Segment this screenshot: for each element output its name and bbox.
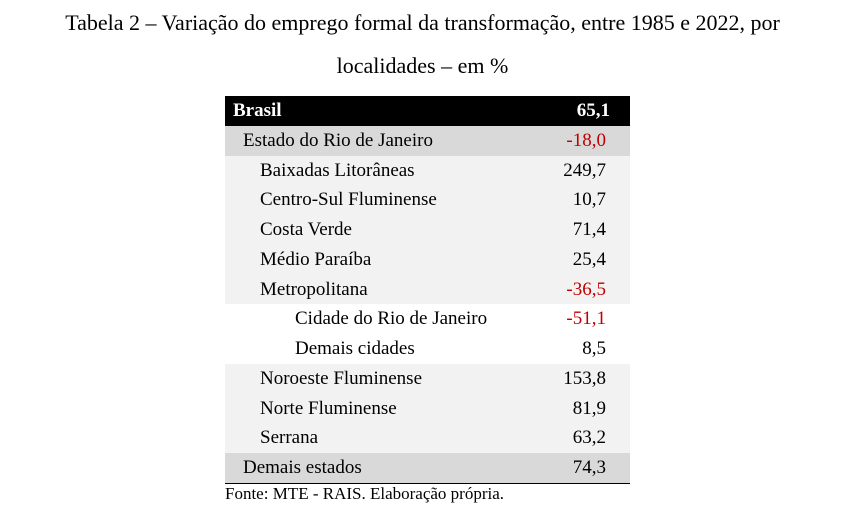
table-row-baixadas-litoraneas: Baixadas Litorâneas 249,7 <box>225 155 630 186</box>
row-value: 25,4 <box>572 248 606 270</box>
table-row-metropolitana: Metropolitana -36,5 <box>225 274 630 305</box>
table-row-cidade-rj: Cidade do Rio de Janeiro -51,1 <box>225 304 630 334</box>
row-value: 63,2 <box>572 427 606 449</box>
row-value: -18,0 <box>566 129 606 151</box>
table-row-serrana: Serrana 63,2 <box>225 423 630 453</box>
row-value: 10,7 <box>572 189 606 211</box>
table-row-centro-sul: Centro-Sul Fluminense 10,7 <box>225 185 630 215</box>
row-label: Noroeste Fluminense <box>260 367 423 389</box>
table-bottom-rule <box>225 482 630 484</box>
row-label: Centro-Sul Fluminense <box>260 189 437 211</box>
row-label: Cidade do Rio de Janeiro <box>295 308 488 330</box>
table-row-demais-cidades: Demais cidades 8,5 <box>225 334 630 364</box>
table-row-demais-estados: Demais estados 74,3 <box>225 453 630 483</box>
row-label: Baixadas Litorâneas <box>260 159 415 181</box>
row-value: -36,5 <box>566 278 606 300</box>
table-row-costa-verde: Costa Verde 71,4 <box>225 215 630 245</box>
row-value: 65,1 <box>576 100 610 121</box>
row-value: 153,8 <box>563 367 606 389</box>
row-value: 71,4 <box>572 219 606 240</box>
table-source-note: Fonte: MTE - RAIS. Elaboração própria. <box>225 484 505 503</box>
row-label: Demais cidades <box>295 338 415 359</box>
table-row-medio-paraiba: Médio Paraíba 25,4 <box>225 244 630 275</box>
table-row-estado-rj: Estado do Rio de Janeiro -18,0 <box>225 125 630 156</box>
row-label: Médio Paraíba <box>260 248 372 270</box>
row-label: Norte Fluminense <box>260 397 397 419</box>
row-value: 74,3 <box>572 457 606 478</box>
row-value: -51,1 <box>566 308 606 330</box>
table-title-line-2: localidades – em % <box>336 53 509 78</box>
row-label: Serrana <box>260 427 319 449</box>
row-label: Brasil <box>233 100 282 121</box>
table-row-noroeste: Noroeste Fluminense 153,8 <box>225 363 630 394</box>
row-label: Demais estados <box>243 457 362 478</box>
row-value: 81,9 <box>572 397 606 419</box>
row-label: Metropolitana <box>260 278 368 300</box>
table-row-brasil: Brasil 65,1 <box>225 96 630 126</box>
row-value: 8,5 <box>582 338 606 359</box>
row-label: Estado do Rio de Janeiro <box>243 129 433 151</box>
row-label: Costa Verde <box>260 219 352 240</box>
row-value: 249,7 <box>563 159 606 181</box>
table-title-line-1: Tabela 2 – Variação do emprego formal da… <box>65 10 780 35</box>
table-row-norte: Norte Fluminense 81,9 <box>225 393 630 424</box>
employment-variation-table: Brasil 65,1 Estado do Rio de Janeiro -18… <box>225 96 630 484</box>
